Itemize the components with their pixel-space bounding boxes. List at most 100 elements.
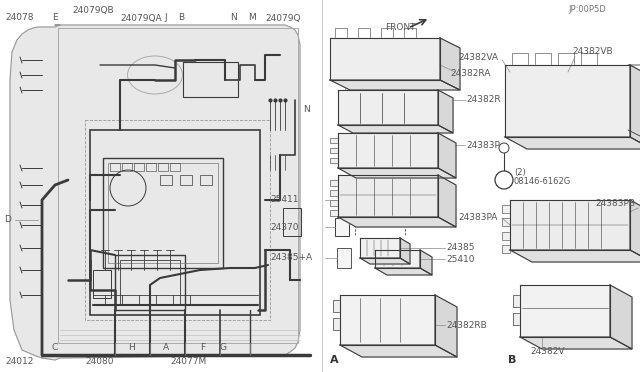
Text: E: E: [52, 13, 58, 22]
Bar: [581, 53, 597, 65]
Polygon shape: [338, 125, 453, 133]
Text: 24383P: 24383P: [466, 141, 500, 150]
Polygon shape: [520, 337, 632, 349]
Bar: [134, 163, 144, 171]
Text: 24079QB: 24079QB: [72, 6, 114, 15]
Text: B: B: [508, 355, 516, 365]
Polygon shape: [400, 238, 410, 264]
Text: 24383PB: 24383PB: [595, 199, 635, 208]
Polygon shape: [340, 345, 457, 357]
Bar: [330, 180, 338, 186]
Bar: [330, 148, 338, 153]
Text: H: H: [128, 343, 135, 352]
Circle shape: [499, 143, 509, 153]
Polygon shape: [630, 200, 640, 262]
Bar: [558, 53, 574, 65]
Bar: [183, 62, 238, 97]
Bar: [90, 130, 260, 315]
Polygon shape: [360, 238, 400, 258]
Polygon shape: [338, 168, 456, 178]
Bar: [110, 163, 120, 171]
Bar: [158, 163, 168, 171]
Bar: [513, 313, 521, 325]
Text: 24382RB: 24382RB: [446, 321, 487, 330]
Bar: [333, 300, 341, 312]
Text: N: N: [230, 13, 237, 22]
Text: 25411: 25411: [270, 196, 298, 205]
Bar: [630, 218, 638, 226]
Bar: [598, 75, 623, 127]
Bar: [389, 78, 403, 90]
Bar: [180, 175, 192, 185]
Polygon shape: [440, 38, 460, 90]
Polygon shape: [338, 217, 456, 227]
Polygon shape: [330, 38, 440, 80]
Bar: [367, 78, 381, 90]
Text: 24079Q: 24079Q: [265, 13, 301, 22]
Text: J: J: [164, 13, 166, 22]
Text: 24382VB: 24382VB: [572, 48, 612, 57]
Text: 25410: 25410: [446, 254, 474, 263]
Text: 24385: 24385: [446, 244, 474, 253]
Text: 24078: 24078: [5, 13, 33, 22]
Polygon shape: [338, 90, 438, 125]
Bar: [510, 75, 560, 127]
Polygon shape: [338, 133, 438, 168]
Polygon shape: [630, 65, 640, 149]
Polygon shape: [360, 258, 410, 264]
Bar: [58, 28, 298, 343]
Bar: [335, 28, 347, 38]
Polygon shape: [510, 200, 630, 250]
Bar: [502, 205, 510, 213]
Bar: [438, 180, 446, 186]
Text: JP:00P5D: JP:00P5D: [568, 6, 605, 15]
Polygon shape: [505, 137, 640, 149]
Bar: [170, 163, 180, 171]
Bar: [438, 210, 446, 216]
Bar: [330, 190, 338, 196]
Bar: [337, 248, 351, 268]
Bar: [283, 208, 301, 236]
Polygon shape: [435, 295, 457, 357]
Bar: [103, 158, 223, 268]
Text: M: M: [248, 13, 256, 22]
Polygon shape: [610, 285, 632, 349]
Polygon shape: [438, 175, 456, 227]
Text: B: B: [501, 176, 507, 185]
Text: A: A: [163, 343, 169, 352]
Polygon shape: [505, 65, 630, 137]
Bar: [335, 218, 349, 236]
Bar: [115, 255, 185, 310]
Bar: [108, 163, 218, 263]
Text: (2): (2): [514, 167, 525, 176]
Bar: [160, 175, 172, 185]
Text: C: C: [52, 343, 58, 352]
Text: B: B: [178, 13, 184, 22]
Circle shape: [637, 103, 640, 113]
Bar: [93, 270, 111, 298]
Bar: [358, 28, 370, 38]
Bar: [404, 28, 416, 38]
Bar: [630, 232, 638, 240]
Text: 24370: 24370: [270, 222, 298, 231]
Bar: [146, 163, 156, 171]
Bar: [330, 210, 338, 216]
Bar: [333, 318, 341, 330]
Circle shape: [507, 94, 519, 106]
Bar: [513, 295, 521, 307]
Bar: [568, 75, 593, 127]
Bar: [502, 245, 510, 253]
Polygon shape: [438, 90, 453, 133]
Text: D: D: [4, 215, 11, 224]
Polygon shape: [510, 250, 640, 262]
Text: F: F: [200, 343, 205, 352]
Polygon shape: [438, 133, 456, 178]
Bar: [630, 205, 638, 213]
Polygon shape: [420, 250, 432, 275]
Bar: [333, 42, 365, 76]
Polygon shape: [375, 268, 432, 275]
Polygon shape: [520, 285, 610, 337]
Text: 24383PA: 24383PA: [459, 214, 498, 222]
Text: 24080: 24080: [85, 357, 113, 366]
Bar: [330, 138, 338, 143]
